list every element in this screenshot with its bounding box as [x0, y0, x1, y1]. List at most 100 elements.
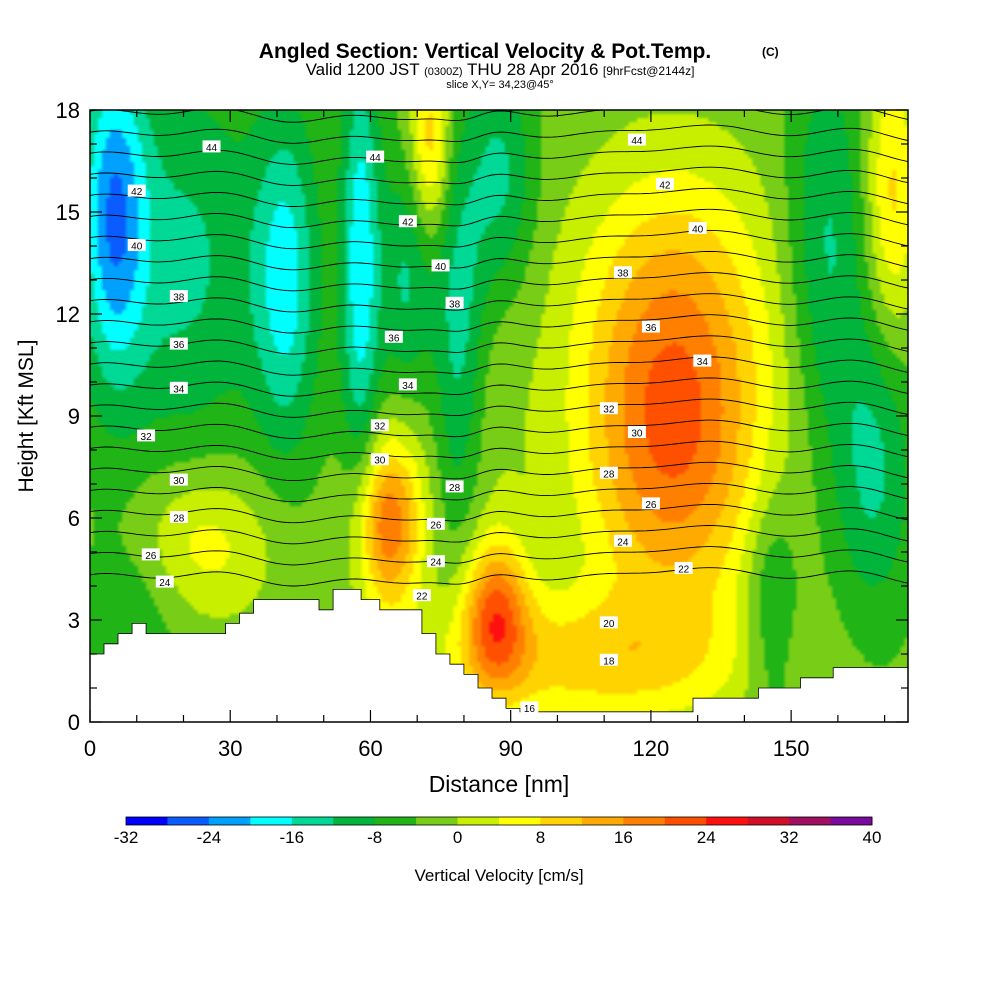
theta-contour-label: 40 [127, 239, 146, 253]
theta-contour-label: 28 [599, 466, 618, 480]
colorbar-swatch [830, 817, 873, 825]
theta-contour-value: 28 [173, 514, 185, 525]
theta-contour-line [90, 229, 908, 250]
theta-contour-label: 30 [370, 453, 389, 467]
colorbar-tick-label: 32 [780, 828, 799, 847]
colorbar-swatch [374, 817, 417, 825]
colorbar-tick-label: 40 [863, 828, 882, 847]
theta-contour-label: 34 [398, 378, 417, 392]
x-tick-label: 150 [773, 736, 810, 761]
theta-contour-line [90, 145, 908, 165]
theta-contour-line [90, 546, 908, 566]
x-tick-label: 90 [498, 736, 522, 761]
colorbar-swatch [291, 817, 334, 825]
theta-contour-value: 42 [659, 180, 671, 191]
theta-contour-line [90, 525, 908, 545]
y-axis-ticks: 0 36 9 12 15 18 [56, 98, 908, 735]
theta-contour-line [90, 0, 908, 17]
theta-contour-label: 26 [426, 517, 445, 531]
theta-contour-label: 42 [398, 215, 417, 229]
theta-contour-label: 24 [613, 534, 632, 548]
colorbar-swatch [416, 817, 459, 825]
slice-label: slice X,Y= 34,23@45° [446, 79, 554, 91]
theta-contour-line [90, 20, 908, 38]
theta-contour-label: 40 [688, 222, 707, 236]
theta-contour-label: 32 [137, 429, 156, 443]
theta-contour-line [90, 398, 908, 418]
theta-contour-value: 28 [449, 483, 461, 494]
colorbar-swatch [126, 817, 168, 825]
plot-area: 4442403836343230282624444240383634323028… [56, 0, 909, 761]
colorbar-swatch [208, 817, 251, 825]
theta-contour-label: 36 [169, 337, 188, 351]
y-tick-label: 15 [56, 200, 80, 225]
theta-contour-line [90, 314, 908, 334]
colorbar-tick-label: -16 [279, 828, 304, 847]
theta-contour-value: 40 [692, 225, 704, 236]
colorbar-swatch [167, 817, 210, 825]
theta-contour-value: 26 [145, 551, 157, 562]
theta-contour-value: 30 [173, 476, 185, 487]
theta-contour-value: 28 [603, 469, 615, 480]
colorbar-swatch [250, 817, 293, 825]
theta-contour-line [90, 335, 908, 355]
y-tick-label: 3 [68, 608, 80, 633]
colorbar-swatch [706, 817, 749, 825]
theta-contour-value: 26 [645, 500, 657, 511]
colorbar-swatch [333, 817, 376, 825]
theta-contour-value: 22 [416, 592, 428, 603]
theta-contour-value: 24 [617, 537, 629, 548]
chart-title-unit: (C) [762, 45, 779, 59]
theta-contour-value: 36 [388, 333, 400, 344]
colorbar-tick-label: 16 [614, 828, 633, 847]
colorbar-frame [125, 816, 873, 826]
theta-contour-line [90, 124, 908, 144]
theta-contour-line [90, 272, 908, 292]
chart-title: Angled Section: Vertical Velocity & Pot.… [259, 40, 711, 63]
theta-contour-label: 44 [627, 133, 646, 147]
theta-contour-value: 26 [430, 520, 442, 531]
theta-contour-value: 24 [159, 578, 171, 589]
theta-contour-line [90, 377, 908, 397]
y-tick-label: 12 [56, 302, 80, 327]
theta-contour-label: 22 [412, 589, 431, 603]
theta-contour-value: 30 [631, 429, 643, 440]
theta-contour-value: 44 [370, 153, 382, 164]
colorbar-swatch [540, 817, 583, 825]
theta-contour-label: 22 [674, 562, 693, 576]
y-tick-label: 9 [68, 404, 80, 429]
colorbar-swatch [499, 817, 541, 825]
y-tick-label: 18 [56, 98, 80, 123]
theta-contour-value: 40 [131, 242, 143, 253]
subtitle-date: THU 28 Apr 2016 [467, 60, 598, 79]
theta-contour-value: 22 [678, 565, 690, 576]
theta-contour-line [90, 482, 908, 503]
theta-contour-value: 44 [631, 136, 643, 147]
colorbar-label: Vertical Velocity [cm/s] [414, 866, 583, 885]
theta-contour-label: 32 [370, 419, 389, 433]
terrain [90, 589, 908, 722]
theta-contour-label: 38 [613, 266, 632, 280]
theta-contour-line [90, 440, 908, 460]
theta-contour-value: 32 [374, 422, 386, 433]
theta-contour-label: 40 [431, 259, 450, 273]
y-tick-label: 0 [68, 710, 80, 735]
x-axis-label: Distance [nm] [429, 771, 570, 797]
theta-contour-label: 30 [627, 426, 646, 440]
theta-contour-label: 18 [599, 653, 618, 667]
theta-contour-label: 26 [141, 548, 160, 562]
theta-contour-line [90, 110, 908, 123]
x-tick-label: 120 [633, 736, 670, 761]
theta-contour-line [90, 567, 908, 587]
theta-contour-label: 44 [202, 140, 221, 154]
theta-contours [90, 0, 908, 587]
theta-contour-value: 16 [524, 704, 536, 715]
theta-contour-label: 28 [169, 511, 188, 525]
theta-contour-label: 34 [169, 381, 188, 395]
theta-contour-value: 34 [402, 381, 414, 392]
theta-contour-label: 16 [520, 701, 539, 715]
theta-contour-value: 34 [173, 384, 185, 395]
theta-contour-label: 28 [445, 480, 464, 494]
theta-contour-line [90, 504, 908, 524]
